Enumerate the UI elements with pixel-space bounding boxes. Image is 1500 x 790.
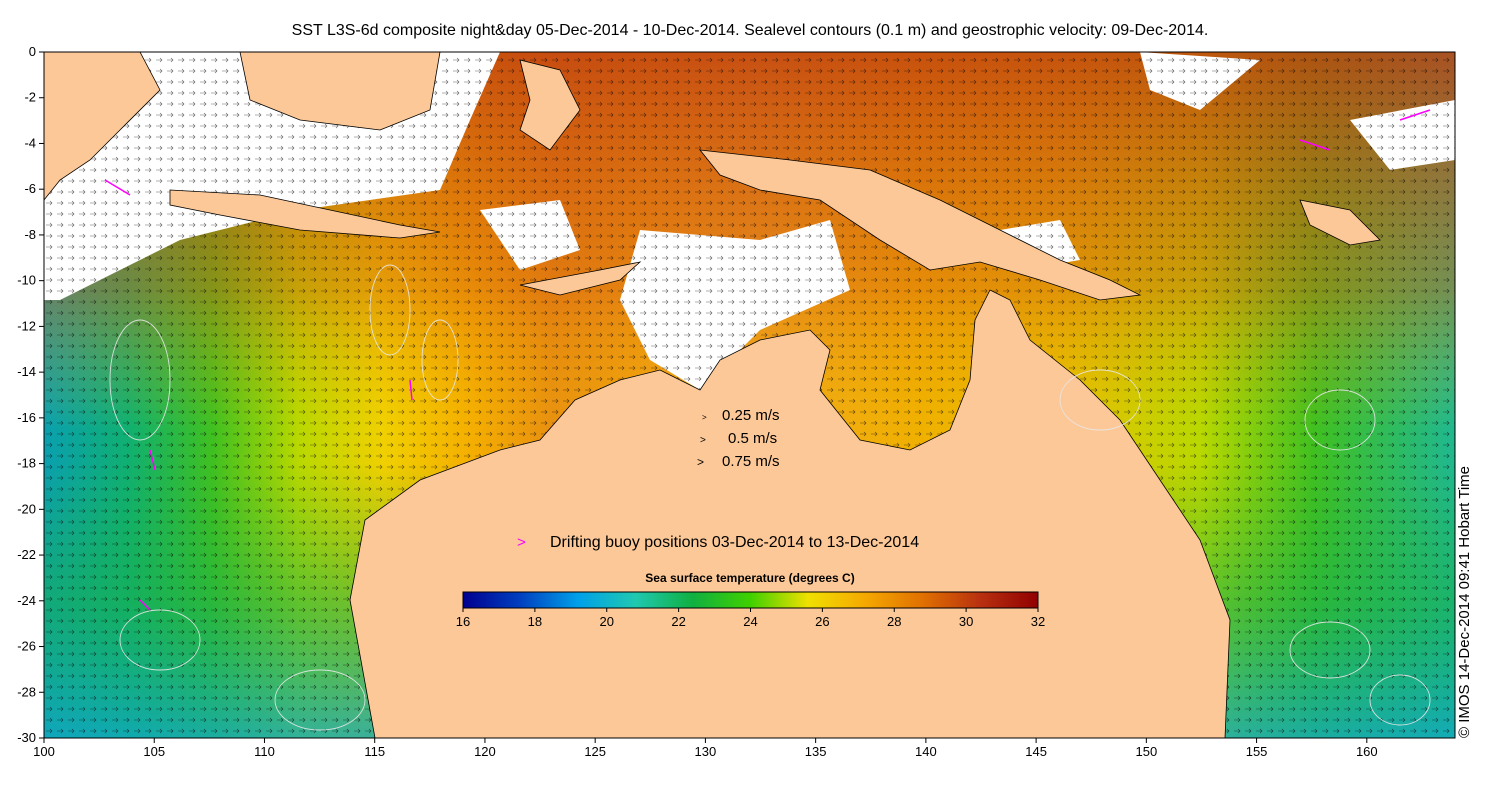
colorbar-tick-label: 20	[600, 614, 614, 629]
x-tick-label: 120	[474, 744, 496, 759]
buoy-tracks	[104, 109, 1431, 611]
plot-frame	[43, 51, 1456, 739]
colorbar: Sea surface temperature (degrees C) 16 18…	[456, 571, 1045, 629]
x-tick-label: 115	[364, 744, 385, 759]
colorbar-tick-label: 24	[743, 614, 757, 629]
velocity-legend: > 0.25 m/s > 0.5 m/s > 0.75 m/s	[697, 407, 780, 470]
y-tick-label: 0	[29, 44, 36, 59]
y-tick-label: -22	[17, 547, 36, 562]
borneo-land	[239, 52, 441, 131]
colorbar-tick-label: 26	[815, 614, 829, 629]
solomon-land	[1299, 199, 1381, 246]
y-tick-label: -14	[17, 364, 36, 379]
x-tick-label: 145	[1025, 744, 1047, 759]
map-title: SST L3S-6d composite night&day 05-Dec-20…	[291, 22, 1209, 39]
buoy-legend: > Drifting buoy positions 03-Dec-2014 to…	[517, 534, 919, 551]
y-tick-label: -28	[17, 684, 36, 699]
velocity-legend-label-2: 0.5 m/s	[728, 430, 777, 447]
sealevel-contours	[109, 264, 1431, 731]
y-tick-label: -10	[17, 273, 36, 288]
australia-land	[349, 289, 1231, 738]
y-tick-label: -2	[24, 90, 36, 105]
y-tick-label: -18	[17, 456, 36, 471]
y-tick-label: -26	[17, 639, 36, 654]
x-tick-label: 140	[915, 744, 937, 759]
y-tick-label: -8	[24, 227, 36, 242]
colorbar-tick-label: 18	[528, 614, 542, 629]
sumatra-land	[44, 52, 161, 201]
velocity-legend-arrow-3: >	[697, 455, 704, 469]
y-tick-label: -4	[24, 135, 36, 150]
colorbar-tick-label: 28	[887, 614, 901, 629]
velocity-legend-label-3: 0.75 m/s	[722, 453, 780, 470]
timor-land	[519, 261, 642, 296]
x-tick-label: 125	[584, 744, 606, 759]
y-tick-label: -20	[17, 501, 36, 516]
y-tick-label: -30	[17, 730, 36, 745]
x-tick-label: 150	[1135, 744, 1157, 759]
colorbar-tick-label: 30	[959, 614, 973, 629]
velocity-legend-label-1: 0.25 m/s	[722, 407, 780, 424]
y-tick-label: -24	[17, 593, 36, 608]
colorbar-tick-label: 32	[1031, 614, 1045, 629]
y-tick-label: -6	[24, 181, 36, 196]
velocity-legend-arrow-2: >	[700, 435, 706, 446]
x-tick-label: 110	[254, 744, 275, 759]
x-tick-label: 160	[1356, 744, 1378, 759]
colorbar-tick-label: 22	[671, 614, 685, 629]
buoy-legend-symbol: >	[517, 534, 526, 551]
land-masses	[44, 52, 1381, 738]
y-axis: 0 -2 -4 -6 -8 -10 -12 -14 -16 -18 -20 -22 -24 -26 -28 -…	[17, 44, 44, 745]
colorbar-bar	[462, 591, 1039, 609]
x-tick-label: 100	[33, 744, 55, 759]
x-tick-label: 105	[143, 744, 165, 759]
x-tick-label: 155	[1246, 744, 1268, 759]
x-tick-label: 130	[695, 744, 717, 759]
y-tick-label: -16	[17, 410, 36, 425]
colorbar-ticks: 16 18 20 22 24 26 28 30 32	[456, 608, 1045, 629]
new-guinea-land	[699, 149, 1142, 301]
x-tick-label: 135	[805, 744, 827, 759]
java-land	[169, 189, 441, 239]
colorbar-tick-label: 16	[456, 614, 470, 629]
y-tick-label: -12	[17, 318, 36, 333]
credit-text: © IMOS 14-Dec-2014 09:41 Hobart Time	[1456, 465, 1473, 738]
sulawesi-land	[519, 59, 581, 151]
map-plot-area	[44, 52, 1455, 738]
buoy-legend-label: Drifting buoy positions 03-Dec-2014 to 1…	[550, 534, 919, 551]
velocity-legend-arrow-1: >	[702, 413, 707, 422]
x-axis: 100 105 110 115 120 125 130 135 140 145 150 155 160	[33, 738, 1378, 759]
colorbar-title: Sea surface temperature (degrees C)	[645, 571, 854, 585]
